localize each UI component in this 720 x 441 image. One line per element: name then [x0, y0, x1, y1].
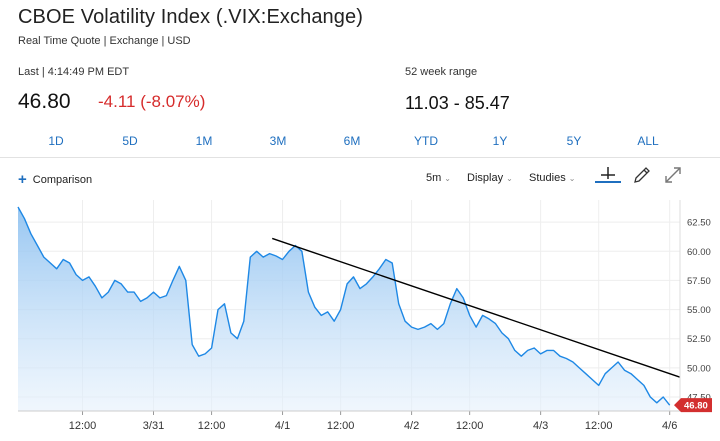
x-tick-label: 4/2: [404, 420, 419, 432]
studies-dropdown[interactable]: Studies ⌄: [529, 172, 575, 184]
last-price-tag-label: 46.80: [684, 401, 708, 412]
trendline[interactable]: [271, 237, 681, 378]
x-tick-label: 4/3: [533, 420, 548, 432]
range-1d-button[interactable]: 1D: [48, 134, 64, 148]
x-tick-label: 12:00: [69, 420, 97, 432]
chart-toolbar: + Comparison 5m ⌄ Display ⌄ Studies ⌄: [0, 165, 720, 193]
y-tick-label: 50.00: [687, 363, 711, 374]
y-tick-label: 47.50: [687, 393, 711, 404]
range-5y-button[interactable]: 5Y: [566, 134, 582, 148]
range-ytd-button[interactable]: YTD: [414, 134, 438, 148]
range-5d-button[interactable]: 5D: [122, 134, 138, 148]
chevron-down-icon: ⌄: [506, 174, 513, 183]
range-3m-button[interactable]: 3M: [269, 134, 287, 148]
crosshair-icon[interactable]: [594, 165, 621, 189]
comparison-button[interactable]: + Comparison: [18, 171, 92, 188]
y-tick-label: 55.00: [687, 305, 711, 316]
range-all-button[interactable]: ALL: [637, 134, 659, 148]
time-range-selector: 1D 5D 1M 3M 6M YTD 1Y 5Y ALL: [0, 134, 720, 154]
comparison-label: Comparison: [32, 174, 93, 186]
range-1y-button[interactable]: 1Y: [492, 134, 508, 148]
chart-canvas[interactable]: 62.50 60.00 57.50 55.00 52.50 50.00 47.50 12:0…: [0, 200, 720, 441]
divider: [0, 157, 720, 158]
last-price-tag: [674, 398, 712, 413]
x-tick-label: 12:00: [585, 420, 613, 432]
plus-icon: +: [18, 171, 27, 188]
display-label: Display: [467, 172, 504, 184]
x-tick-label: 4/1: [275, 420, 290, 432]
y-tick-label: 57.50: [687, 276, 711, 287]
price-line: [17, 206, 671, 406]
display-dropdown[interactable]: Display ⌄: [467, 172, 513, 184]
x-tick-label: 3/31: [143, 420, 164, 432]
interval-label: 5m: [426, 172, 442, 184]
price-chart[interactable]: 62.50 60.00 57.50 55.00 52.50 50.00 47.50 12:0…: [0, 200, 720, 441]
range-6m-button[interactable]: 6M: [343, 134, 361, 148]
quote-source: Real Time Quote | Exchange | USD: [18, 35, 191, 47]
chevron-down-icon: ⌄: [444, 174, 451, 183]
page-title: CBOE Volatility Index (.VIX:Exchange): [18, 6, 363, 28]
chevron-down-icon: ⌄: [568, 174, 576, 183]
pencil-icon[interactable]: [632, 165, 656, 189]
price-area: [18, 207, 670, 411]
studies-label: Studies: [529, 172, 566, 184]
x-tick-label: 12:00: [327, 420, 355, 432]
last-price: 46.80: [18, 90, 71, 113]
interval-dropdown[interactable]: 5m ⌄: [426, 172, 451, 184]
last-updated-label: Last | 4:14:49 PM EDT: [18, 66, 130, 78]
range-1m-button[interactable]: 1M: [195, 134, 213, 148]
range-value: 11.03 - 85.47: [405, 93, 510, 113]
expand-icon[interactable]: [663, 165, 687, 189]
range-label: 52 week range: [405, 66, 478, 78]
x-tick-label: 4/6: [662, 420, 677, 432]
y-tick-label: 52.50: [687, 334, 711, 345]
y-tick-label: 60.00: [687, 247, 711, 258]
x-tick-label: 12:00: [198, 420, 226, 432]
y-tick-label: 62.50: [687, 218, 711, 229]
price-change: -4.11 (-8.07%): [98, 92, 206, 111]
x-tick-label: 12:00: [456, 420, 484, 432]
